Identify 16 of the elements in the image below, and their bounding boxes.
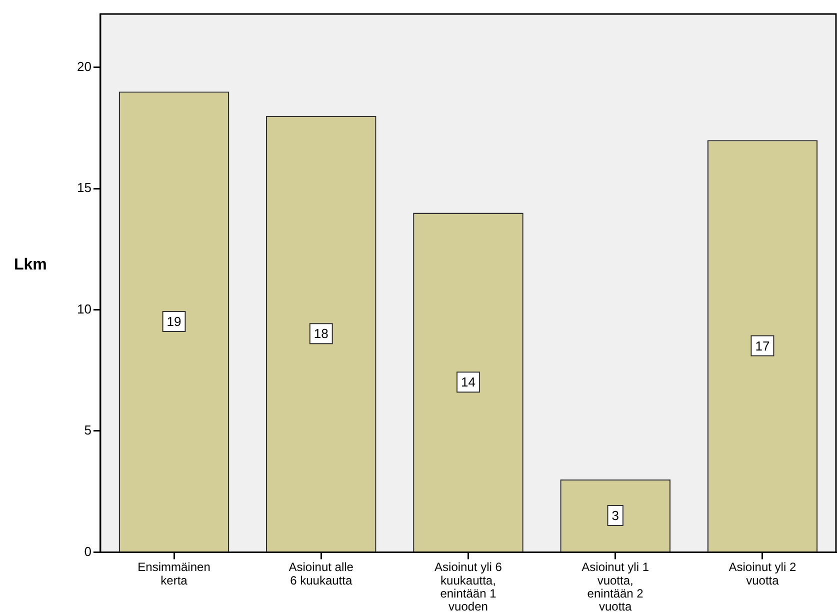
y-tick-label: 15 (76, 180, 92, 196)
y-tick-label: 10 (76, 301, 92, 316)
y-tick-label: 5 (84, 422, 92, 438)
data-label: 3 (612, 508, 619, 524)
x-tick-label: Asioinut yli 1 vuotta, enintään 2 vuotta (582, 560, 650, 614)
data-label: 19 (166, 314, 182, 330)
data-label: 14 (460, 374, 476, 390)
x-tick-label: Asioinut yli 6 kuukautta, enintään 1 vuoden (434, 560, 502, 614)
y-axis-title: Lkm (14, 256, 47, 274)
y-tick-label: 0 (84, 544, 92, 559)
data-label: 18 (314, 326, 328, 342)
x-tick-label: Ensimmäinen kerta (138, 560, 210, 588)
y-tick-label: 20 (76, 58, 92, 74)
data-label: 17 (755, 338, 770, 354)
x-tick-label: Asioinut alle 6 kuukautta (288, 560, 354, 588)
x-tick-label: Asioinut yli 2 vuotta (728, 560, 796, 588)
